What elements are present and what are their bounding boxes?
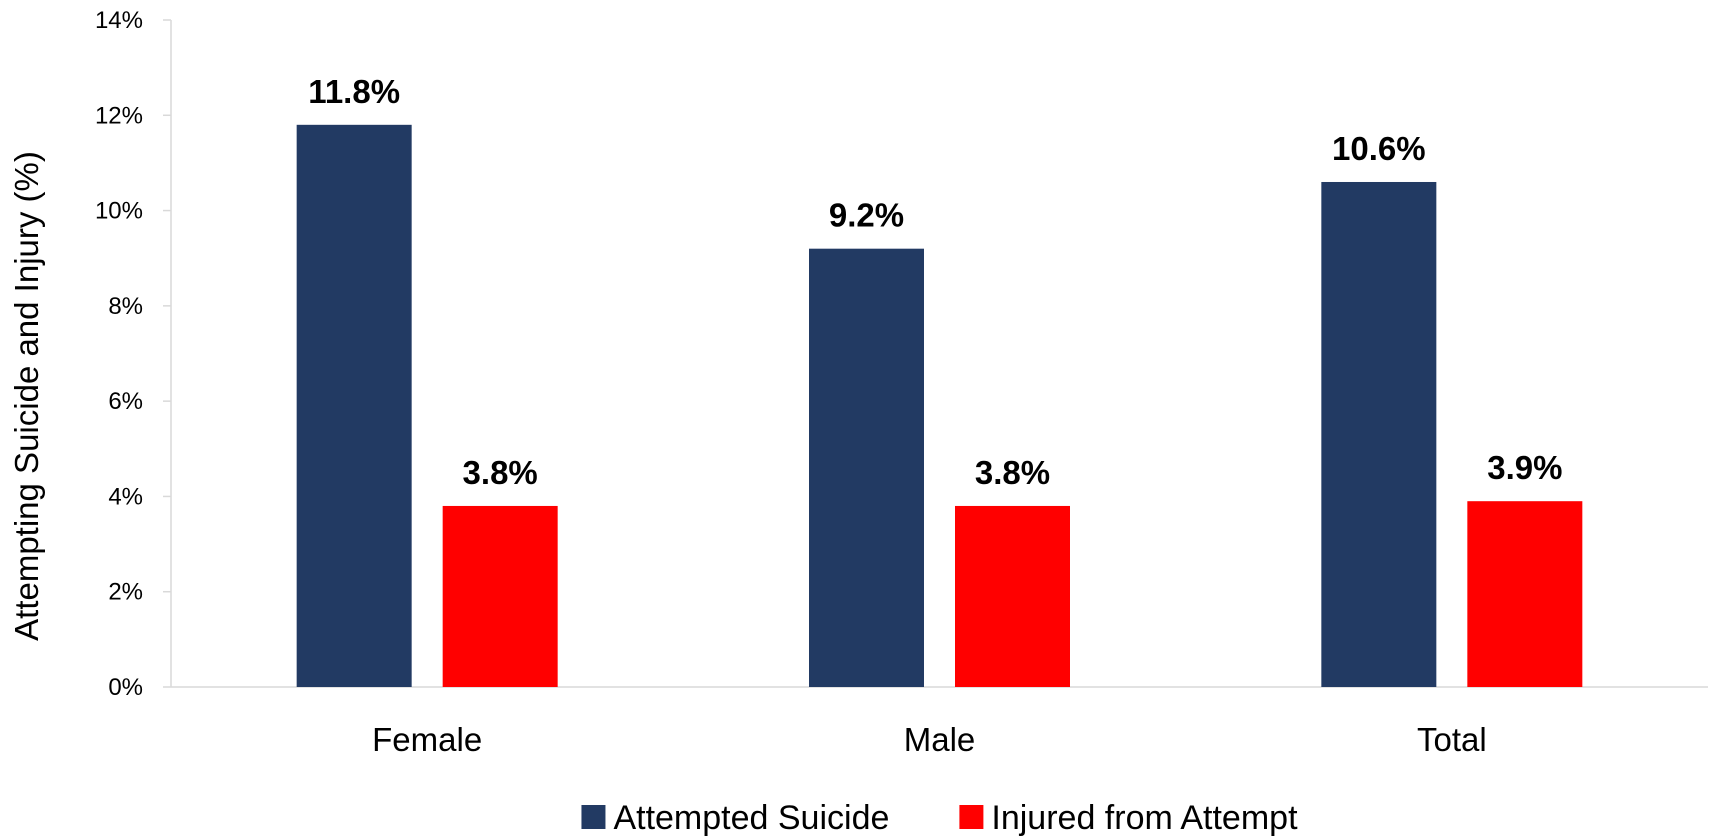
y-tick-label: 14% <box>95 7 143 34</box>
x-tick-label-female: Female <box>372 721 482 758</box>
x-axis: Female Male Total <box>372 721 1487 758</box>
bar-injured-from-attempt-male <box>955 505 1070 687</box>
axis-lines <box>170 20 1708 688</box>
y-tick-label: 12% <box>95 102 143 129</box>
y-tick-label: 8% <box>108 293 143 320</box>
x-tick-label-total: Total <box>1417 721 1487 758</box>
y-tick-label: 6% <box>108 388 143 415</box>
legend-swatch <box>959 805 984 829</box>
data-label: 11.8% <box>308 73 400 110</box>
legend-label: Injured from Attempt <box>991 799 1298 836</box>
data-label: 3.9% <box>1487 449 1562 486</box>
x-tick-label-male: Male <box>904 721 976 758</box>
bar-attempted-suicide-female <box>296 124 412 688</box>
bar-injured-from-attempt-total <box>1467 501 1583 687</box>
data-labels: 11.8% 3.8% 9.2% 3.8% 10.6% 3.9% <box>308 73 1562 491</box>
bar-attempted-suicide-male <box>809 248 924 687</box>
legend-swatch <box>581 805 606 829</box>
legend: Attempted Suicide Injured from Attempt <box>581 799 1298 836</box>
y-tick-label: 2% <box>108 579 143 606</box>
bar-injured-from-attempt-female <box>442 505 558 687</box>
data-label: 10.6% <box>1332 130 1426 167</box>
y-axis-title-group: Attempting Suicide and Injury (%) <box>8 151 45 641</box>
y-axis-title: Attempting Suicide and Injury (%) <box>8 151 45 641</box>
bar-attempted-suicide-total <box>1321 181 1437 687</box>
y-tick-label: 0% <box>108 674 143 701</box>
y-tick-label: 4% <box>108 483 143 510</box>
y-axis: 0% 2% 4% 6% 8% 10% 12% 14% <box>95 7 171 701</box>
data-label: 3.8% <box>975 454 1050 491</box>
data-label: 9.2% <box>829 197 904 234</box>
legend-label: Attempted Suicide <box>613 799 889 836</box>
y-tick-label: 10% <box>95 198 143 225</box>
bars <box>296 124 1583 688</box>
data-label: 3.8% <box>463 454 538 491</box>
